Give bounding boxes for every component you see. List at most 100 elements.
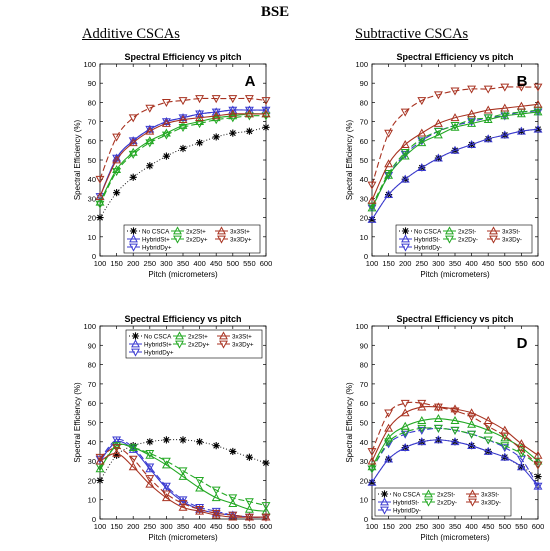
- y-tick-label: 50: [360, 156, 368, 165]
- data-point: [467, 419, 477, 428]
- data-point: [400, 408, 410, 417]
- data-point: [384, 438, 394, 447]
- data-point: [516, 450, 526, 459]
- data-point: [129, 173, 137, 181]
- data-point: [95, 197, 105, 206]
- data-point: [161, 493, 171, 502]
- data-point: [161, 460, 171, 469]
- y-tick-label: 100: [83, 60, 96, 69]
- data-point: [467, 441, 477, 450]
- legend-marker: [401, 243, 410, 252]
- data-point: [228, 109, 238, 118]
- data-point: [533, 99, 543, 108]
- data-point: [483, 114, 493, 123]
- data-point: [244, 95, 254, 104]
- y-tick-label: 100: [83, 322, 96, 331]
- y-tick-label: 10: [360, 496, 368, 505]
- legend-entry: HybridSt+: [144, 342, 172, 349]
- x-tick-label: 150: [382, 522, 395, 531]
- data-point: [211, 111, 221, 120]
- series-3x3st-: [95, 109, 271, 200]
- legend-entry: 2x2Dy-: [437, 500, 457, 507]
- series-line: [99, 443, 267, 507]
- data-point: [533, 450, 543, 459]
- data-point: [128, 138, 138, 147]
- y-tick-label: 10: [88, 233, 96, 242]
- data-point: [533, 482, 543, 491]
- y-tick-label: 40: [360, 175, 368, 184]
- y-tick-label: 20: [360, 476, 368, 485]
- data-point: [516, 462, 526, 471]
- data-point: [500, 432, 510, 441]
- data-point: [228, 511, 238, 520]
- data-point: [145, 126, 155, 135]
- x-tick-label: 350: [449, 259, 462, 268]
- data-point: [467, 109, 477, 118]
- data-point: [417, 163, 427, 172]
- data-point: [161, 490, 171, 499]
- y-tick-label: 70: [88, 118, 96, 127]
- data-point: [145, 136, 155, 145]
- data-point: [516, 126, 526, 135]
- data-point: [500, 442, 510, 451]
- data-point: [145, 463, 155, 472]
- data-point: [467, 85, 477, 94]
- data-point: [367, 214, 377, 223]
- y-tick-label: 90: [88, 79, 96, 88]
- data-point: [516, 109, 526, 118]
- legend-marker: [173, 226, 182, 235]
- x-tick-label: 500: [499, 522, 512, 531]
- data-point: [211, 486, 221, 495]
- legend-entry: 2x2St+: [188, 334, 208, 341]
- panel-label: B: [517, 73, 528, 90]
- data-point: [367, 456, 377, 465]
- y-tick-label: 50: [88, 156, 96, 165]
- data-point: [483, 85, 493, 94]
- x-tick-label: 200: [127, 259, 140, 268]
- x-tick-label: 300: [432, 259, 445, 268]
- legend-entry: HybridSt-: [414, 237, 440, 244]
- legend-marker: [131, 348, 140, 357]
- series-line: [371, 111, 539, 209]
- data-point: [245, 127, 253, 135]
- y-tick-label: 90: [360, 79, 368, 88]
- data-point: [261, 502, 271, 511]
- x-tick-label: 600: [260, 522, 273, 531]
- legend-marker: [380, 506, 389, 515]
- x-tick-label: 300: [160, 522, 173, 531]
- data-point: [161, 118, 171, 127]
- x-tick-label: 600: [532, 259, 545, 268]
- series-line: [99, 109, 266, 197]
- legend-entry: 3x3St-: [481, 492, 499, 499]
- x-tick-label: 500: [499, 259, 512, 268]
- data-point: [145, 479, 155, 488]
- data-point: [483, 134, 493, 143]
- data-point: [417, 399, 427, 408]
- y-tick-label: 0: [92, 515, 96, 524]
- legend-marker: [217, 235, 226, 244]
- data-point: [367, 181, 377, 190]
- data-point: [228, 106, 238, 115]
- data-point: [400, 430, 410, 439]
- data-point: [145, 139, 155, 148]
- data-point: [195, 506, 205, 515]
- series-line: [371, 103, 539, 201]
- data-point: [211, 507, 221, 516]
- data-point: [228, 111, 238, 120]
- data-point: [483, 105, 493, 114]
- data-point: [178, 471, 188, 480]
- x-tick-label: 250: [144, 259, 157, 268]
- data-point: [384, 189, 394, 198]
- x-tick-label: 550: [243, 259, 256, 268]
- x-tick-label: 600: [260, 259, 273, 268]
- legend-entry: 3x3Dy-: [502, 237, 522, 244]
- x-tick-label: 450: [210, 522, 223, 531]
- data-point: [500, 452, 510, 461]
- legend-entry: No CSCA: [142, 229, 170, 236]
- data-point: [417, 437, 427, 446]
- data-point: [112, 436, 122, 445]
- legend-entry: 2x2Dy+: [188, 342, 210, 349]
- data-point: [433, 91, 443, 100]
- data-point: [450, 415, 460, 424]
